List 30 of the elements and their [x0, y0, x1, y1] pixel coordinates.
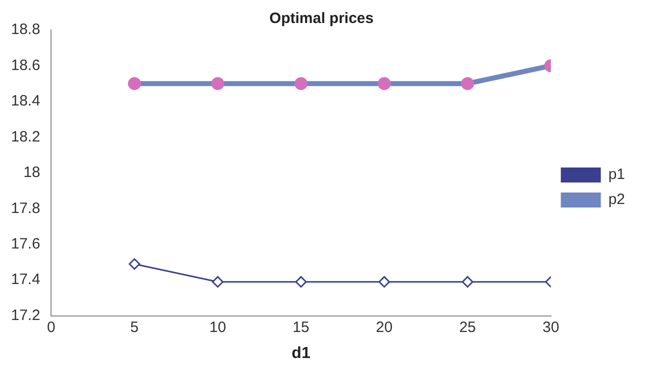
x-tick-label: 30 [542, 318, 560, 336]
y-tick-label: 18.2 [10, 128, 40, 146]
point [128, 77, 141, 90]
x-tick-label: 0 [47, 318, 56, 336]
legend-label: p1 [608, 166, 626, 184]
chart-title: Optimal prices [269, 10, 374, 28]
y-tick-label: 17.4 [10, 271, 40, 288]
y-tick-label: 17.6 [10, 235, 40, 252]
y-tick-label: 17.2 [10, 306, 40, 324]
point [295, 276, 307, 288]
x-tick-label: 10 [209, 318, 226, 336]
point [294, 77, 308, 90]
y-tick-label: 18.8 [10, 21, 40, 38]
x-tick-label: 20 [376, 318, 393, 336]
y-tick-label: 18.4 [10, 92, 40, 110]
point [378, 276, 390, 288]
y-tick-label: 18.6 [10, 56, 40, 74]
point [211, 77, 224, 90]
point [212, 276, 224, 288]
legend-label: p2 [608, 191, 626, 208]
point [378, 77, 391, 90]
point [128, 258, 140, 270]
x-tick-label: 15 [292, 318, 310, 336]
y-tick-label: 18 [24, 164, 40, 182]
x-tick-label: 5 [130, 318, 139, 336]
x-axis-title: d1 [292, 344, 310, 362]
x-tick-label: 25 [459, 318, 476, 336]
point [462, 276, 474, 288]
point [461, 77, 474, 90]
y-tick-label: 17.8 [10, 200, 40, 217]
